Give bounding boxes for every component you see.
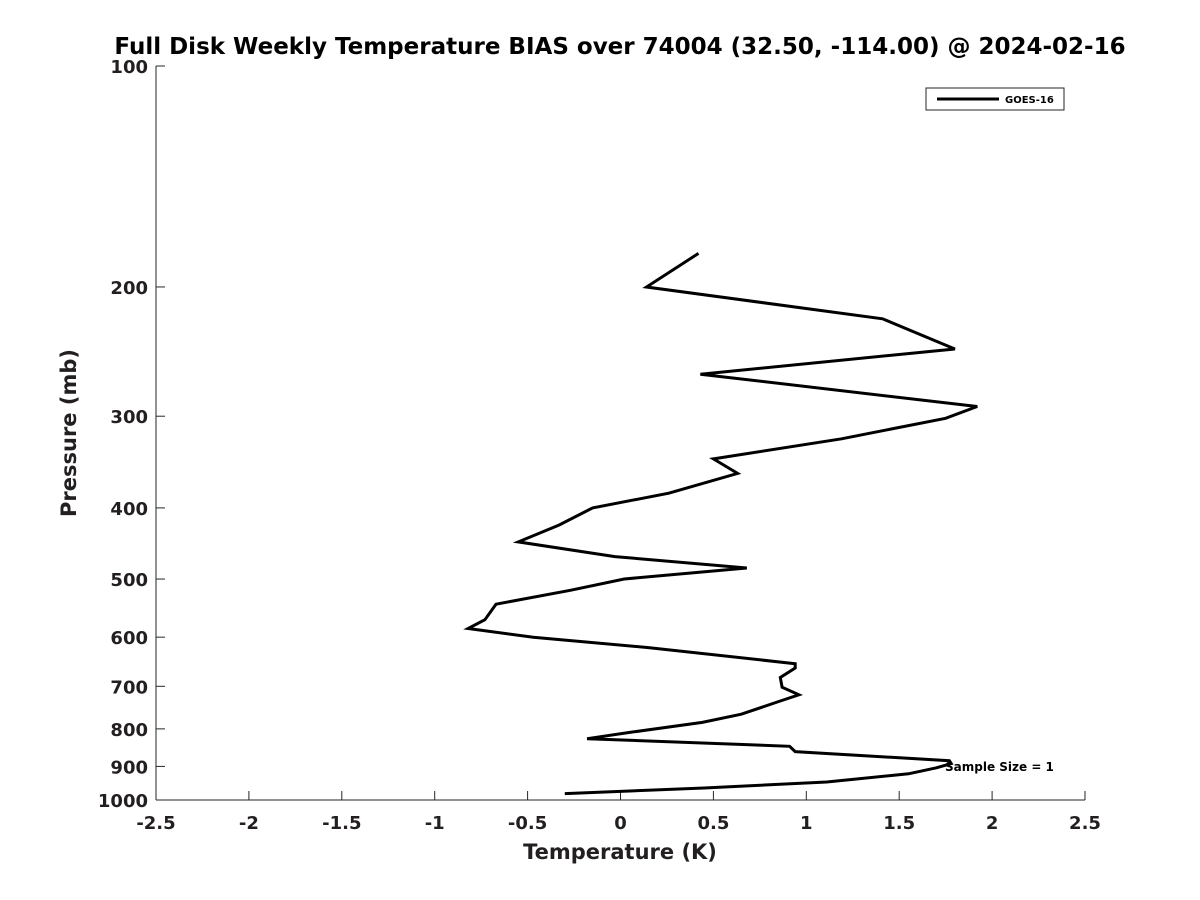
x-tick-label: -0.5 — [508, 813, 547, 834]
x-tick-label: 0.5 — [697, 813, 729, 834]
x-axis-label: Temperature (K) — [523, 840, 717, 864]
x-tick-label: -1.5 — [322, 813, 361, 834]
y-axis-label: Pressure (mb) — [57, 349, 81, 517]
goes-16-series-line — [463, 252, 978, 796]
y-tick-label: 400 — [110, 499, 148, 520]
x-tick-label: -2 — [239, 813, 259, 834]
x-tick-label: -1 — [425, 813, 445, 834]
x-tick-label: 1 — [800, 813, 813, 834]
x-tick-label: -2.5 — [136, 813, 175, 834]
y-tick-label: 200 — [110, 278, 148, 299]
plot-area: -2.5 -2 -1.5 -1 -0.5 0 0.5 1 1.5 2 2.5 100 200 300 40… — [98, 57, 1101, 834]
sample-size-annotation: Sample Size = 1 — [945, 760, 1054, 774]
y-ticks: 100 200 300 400 500 600 700 800 900 1000 — [98, 57, 165, 812]
x-tick-label: 1.5 — [883, 813, 915, 834]
x-ticks: -2.5 -2 -1.5 -1 -0.5 0 0.5 1 1.5 2 2.5 — [136, 791, 1101, 834]
y-tick-label: 900 — [110, 757, 148, 778]
legend-label-goes-16: GOES-16 — [1005, 95, 1054, 106]
x-tick-label: 2 — [986, 813, 999, 834]
chart-title: Full Disk Weekly Temperature BIAS over 7… — [114, 34, 1125, 60]
y-tick-label: 100 — [110, 57, 148, 78]
y-tick-label: 700 — [110, 677, 148, 698]
x-tick-label: 2.5 — [1069, 813, 1101, 834]
y-tick-label: 500 — [110, 570, 148, 591]
y-tick-label: 300 — [110, 407, 148, 428]
y-tick-label: 1000 — [98, 791, 148, 812]
y-tick-label: 800 — [110, 720, 148, 741]
y-tick-label: 600 — [110, 628, 148, 649]
x-tick-label: 0 — [614, 813, 627, 834]
legend: GOES-16 — [925, 87, 1065, 111]
